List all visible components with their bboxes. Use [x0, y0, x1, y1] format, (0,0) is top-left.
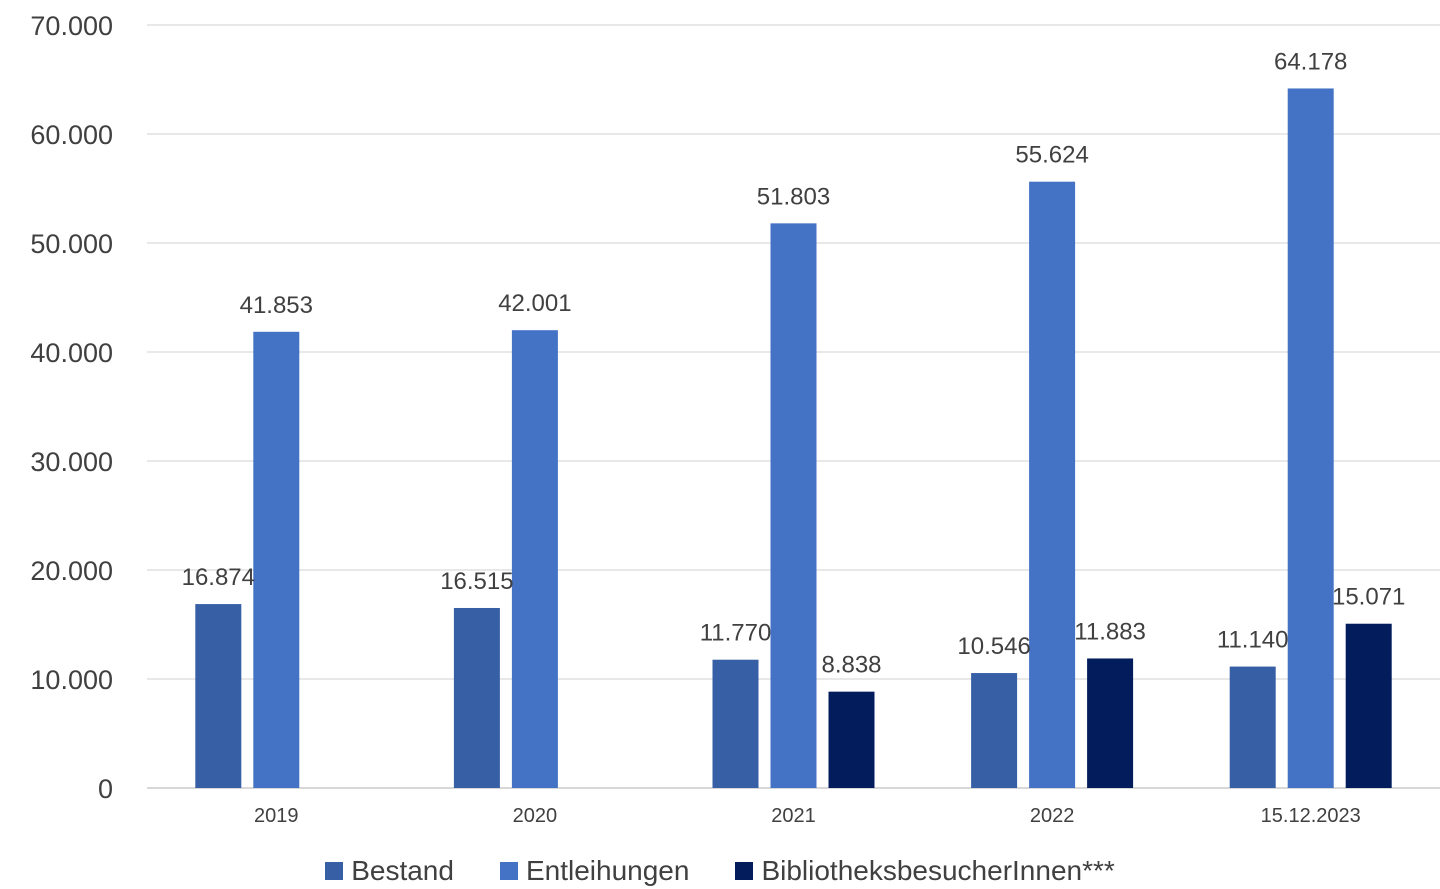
x-tick-label: 2019 — [254, 805, 299, 827]
legend: Bestand Entleihungen BibliotheksbesucherIn… — [0, 852, 1440, 889]
legend-swatch — [735, 861, 754, 880]
legend-item: Bestand — [325, 855, 454, 887]
y-tick-label: 20.000 — [30, 556, 113, 586]
data-label: 11.140 — [1217, 627, 1289, 654]
y-tick-label: 0 — [98, 774, 113, 804]
bar-bestand — [195, 604, 242, 788]
y-tick-label: 50.000 — [30, 229, 113, 259]
y-tick-label: 30.000 — [30, 447, 113, 477]
x-tick-label: 15.12.2023 — [1261, 805, 1361, 827]
data-label: 11.770 — [700, 620, 772, 647]
y-tick-label: 10.000 — [30, 665, 113, 695]
legend-swatch — [325, 861, 344, 880]
data-label: 11.883 — [1074, 618, 1146, 645]
bar-bestand — [453, 607, 500, 788]
bar-entleihungen — [511, 330, 558, 788]
data-label: 10.546 — [957, 633, 1030, 660]
data-label: 41.853 — [240, 292, 313, 319]
x-axis: 2019 2020 2021 2022 15.12.2023 — [254, 805, 1361, 827]
bar-bibliotheksbesucherinnen — [1345, 623, 1392, 788]
data-label: 64.178 — [1274, 48, 1347, 75]
x-tick-label: 2021 — [771, 805, 816, 827]
bar-entleihungen — [1029, 181, 1076, 789]
bar-entleihungen — [1287, 88, 1334, 789]
data-label: 16.874 — [182, 564, 255, 591]
bar-bestand — [712, 659, 759, 788]
bar-bestand — [1229, 666, 1276, 788]
y-axis: 0 10.000 20.000 30.000 40.000 50.000 60.000 70.… — [30, 11, 113, 804]
bar-bibliotheksbesucherinnen — [828, 691, 875, 788]
data-label: 16.515 — [440, 568, 513, 595]
y-tick-label: 70.000 — [30, 11, 113, 41]
bar-entleihungen — [253, 331, 300, 788]
x-tick-label: 2020 — [513, 805, 558, 827]
legend-label: Bestand — [351, 854, 454, 886]
bar-entleihungen — [770, 223, 817, 789]
data-label: 15.071 — [1332, 584, 1405, 611]
y-tick-label: 40.000 — [30, 338, 113, 368]
data-labels: 16.874 41.853 16.515 42.001 11.770 51.803 8.83… — [182, 48, 1406, 678]
data-label: 51.803 — [757, 183, 830, 210]
y-tick-label: 60.000 — [30, 120, 113, 150]
legend-item: Entleihungen — [499, 854, 690, 887]
legend-label: Entleihungen — [525, 854, 690, 886]
data-label: 8.838 — [821, 652, 881, 679]
bar-bibliotheksbesucherinnen — [1087, 658, 1134, 788]
data-label: 55.624 — [1015, 142, 1088, 169]
bars — [195, 88, 1392, 789]
data-label: 42.001 — [498, 290, 571, 317]
bar-bestand — [971, 673, 1018, 788]
legend-swatch — [499, 861, 518, 880]
legend-item: BibliotheksbesucherInnen*** — [735, 854, 1115, 887]
x-tick-label: 2022 — [1030, 805, 1075, 827]
legend-label: BibliotheksbesucherInnen*** — [761, 854, 1115, 886]
